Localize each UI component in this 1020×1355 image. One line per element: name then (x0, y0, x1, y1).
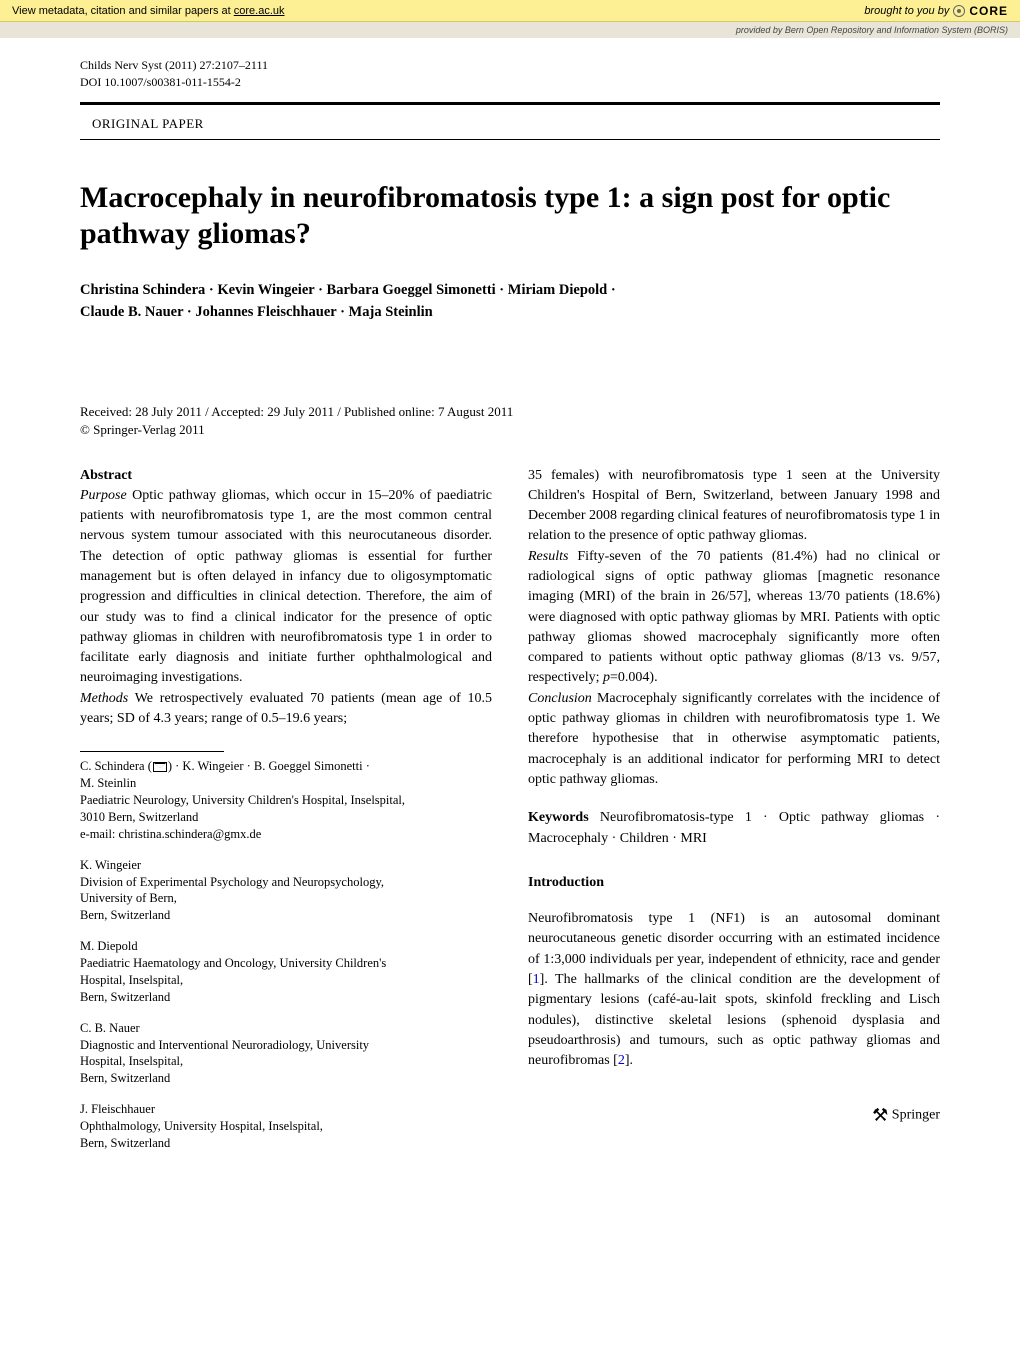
methods-continuation: 35 females) with neurofibromatosis type … (528, 466, 940, 791)
keywords-head: Keywords (528, 810, 589, 825)
results-text: Fifty-seven of the 70 patients (81.4%) h… (528, 549, 940, 686)
affil-names-5: J. Fleischhauer (80, 1101, 492, 1118)
core-logo[interactable]: CORE (969, 4, 1008, 18)
right-column: 35 females) with neurofibromatosis type … (528, 466, 940, 1166)
affiliation-block-1: C. Schindera () · K. Wingeier · B. Goegg… (80, 758, 492, 842)
envelope-icon (153, 762, 167, 772)
brought-by: brought to you by (864, 5, 949, 17)
affil-names-4: C. B. Nauer (80, 1020, 492, 1037)
journal-header: Childs Nerv Syst (2011) 27:2107–2111 (80, 58, 940, 73)
provided-bar: provided by Bern Open Repository and Inf… (0, 22, 1020, 38)
affil-line: Bern, Switzerland (80, 1135, 492, 1152)
core-link[interactable]: core.ac.uk (234, 5, 285, 17)
springer-text: Springer (892, 1107, 940, 1122)
copyright-line: © Springer-Verlag 2011 (80, 422, 940, 438)
conclusion-label: Conclusion (528, 691, 592, 706)
methods-cont: 35 females) with neurofibromatosis type … (528, 468, 940, 544)
affil-line: Ophthalmology, University Hospital, Inse… (80, 1118, 492, 1135)
affiliation-block-2: K. Wingeier Division of Experimental Psy… (80, 857, 492, 925)
core-icon (953, 5, 965, 17)
provided-source: Bern Open Repository and Information Sys… (785, 25, 1008, 35)
ref-1[interactable]: 1 (533, 972, 540, 987)
springer-icon: ⚒ (872, 1102, 888, 1128)
affil-line: Diagnostic and Interventional Neuroradio… (80, 1037, 492, 1054)
affil-line: Hospital, Inselspital, (80, 972, 492, 989)
left-column: Abstract Purpose Optic pathway gliomas, … (80, 466, 492, 1166)
affil-line: Hospital, Inselspital, (80, 1053, 492, 1070)
affil-line: Division of Experimental Psychology and … (80, 874, 492, 891)
intro-text-c: ]. (625, 1053, 633, 1068)
rule-top (80, 102, 940, 105)
affil-names-1: C. Schindera () · K. Wingeier · B. Goegg… (80, 758, 492, 792)
keywords-text: Neurofibromatosis-type 1 · Optic pathway… (528, 810, 940, 845)
results-label: Results (528, 549, 568, 564)
ref-2[interactable]: 2 (618, 1053, 625, 1068)
doi: DOI 10.1007/s00381-011-1554-2 (80, 75, 940, 90)
affil-line: Bern, Switzerland (80, 1070, 492, 1087)
affiliation-block-5: J. Fleischhauer Ophthalmology, Universit… (80, 1101, 492, 1152)
affil-line: Paediatric Neurology, University Childre… (80, 792, 492, 809)
p-value: =0.004). (610, 670, 658, 685)
two-column-body: Abstract Purpose Optic pathway gliomas, … (80, 466, 940, 1166)
affil-names-2: K. Wingeier (80, 857, 492, 874)
core-banner-right: brought to you by CORE (864, 4, 1008, 18)
abstract-head: Abstract (80, 468, 132, 483)
methods-label: Methods (80, 691, 128, 706)
intro-para: Neurofibromatosis type 1 (NF1) is an aut… (528, 909, 940, 1071)
affil-line: Bern, Switzerland (80, 989, 492, 1006)
keywords-para: Keywords Neurofibromatosis-type 1 · Opti… (528, 808, 940, 849)
affiliation-block-4: C. B. Nauer Diagnostic and Interventiona… (80, 1020, 492, 1088)
authors-line-1: Christina Schindera · Kevin Wingeier · B… (80, 280, 940, 302)
provided-prefix: provided by (736, 25, 785, 35)
paper-type: ORIGINAL PAPER (80, 110, 216, 138)
intro-text-b: ]. The hallmarks of the clinical conditi… (528, 972, 940, 1068)
authors-line-2: Claude B. Nauer · Johannes Fleischhauer … (80, 302, 940, 324)
paper-title: Macrocephaly in neurofibromatosis type 1… (80, 180, 940, 252)
affil-line: Bern, Switzerland (80, 907, 492, 924)
affil-line: Paediatric Haematology and Oncology, Uni… (80, 955, 492, 972)
core-banner-text: View metadata, citation and similar pape… (12, 5, 864, 17)
affil-line: 3010 Bern, Switzerland (80, 809, 492, 826)
page-content: Childs Nerv Syst (2011) 27:2107–2111 DOI… (0, 38, 1020, 1206)
abstract-para: Abstract Purpose Optic pathway gliomas, … (80, 466, 492, 730)
received-line: Received: 28 July 2011 / Accepted: 29 Ju… (80, 404, 940, 420)
core-banner: View metadata, citation and similar pape… (0, 0, 1020, 22)
springer-logo: ⚒ Springer (528, 1102, 940, 1128)
affiliation-block-3: M. Diepold Paediatric Haematology and On… (80, 938, 492, 1006)
purpose-label: Purpose (80, 488, 127, 503)
affil-names-3: M. Diepold (80, 938, 492, 955)
affil-line: University of Bern, (80, 890, 492, 907)
core-prefix: View metadata, citation and similar pape… (12, 5, 234, 17)
affiliation-rule (80, 751, 224, 752)
introduction-head: Introduction (528, 873, 940, 893)
methods-text: We retrospectively evaluated 70 patients… (80, 691, 492, 726)
p-label: p (603, 670, 610, 685)
affil-line: e-mail: christina.schindera@gmx.de (80, 826, 492, 843)
category-row: ORIGINAL PAPER (80, 111, 940, 140)
purpose-text: Optic pathway gliomas, which occur in 15… (80, 488, 492, 686)
authors: Christina Schindera · Kevin Wingeier · B… (80, 280, 940, 324)
